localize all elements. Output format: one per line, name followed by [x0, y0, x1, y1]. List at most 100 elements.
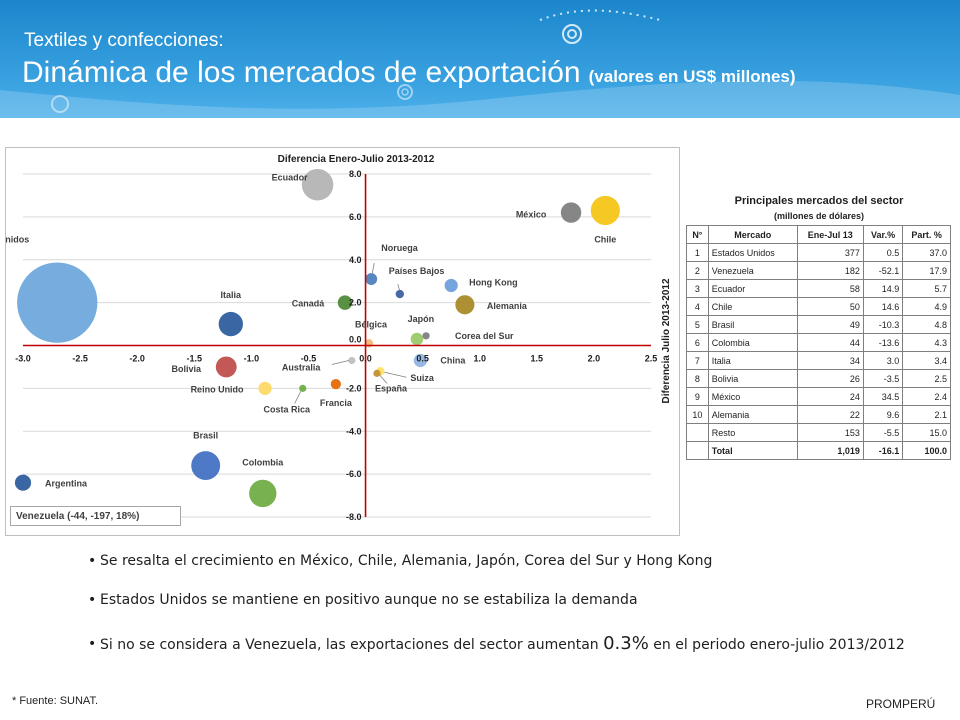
y-tick-label: 2.0: [349, 298, 362, 308]
table-cell: 17.9: [902, 261, 951, 280]
table-cell: 26: [796, 369, 864, 388]
table-cell: 7: [686, 351, 709, 370]
table-row: 8 Bolivia 26 -3.5 2.5: [686, 369, 951, 388]
table-row: 2 Venezuela 182 -52.1 17.9: [686, 261, 951, 280]
table-cell: Venezuela: [707, 261, 798, 280]
bullet-text: en el periodo enero-julio 2013/2012: [648, 637, 905, 653]
bubble-label: Colombia: [242, 457, 284, 467]
bubble-canad-: [337, 295, 353, 310]
table-row: 1 Estados Unidos 377 0.5 37.0: [686, 243, 951, 262]
bubble-label: España: [375, 383, 408, 393]
y-tick-label: 6.0: [349, 212, 362, 222]
y-axis-label: Diferencia Julio 2013-2012: [661, 278, 672, 404]
table-cell: Bolivia: [707, 369, 798, 388]
table-cell: 2.5: [902, 369, 951, 388]
page-subtitle: Textiles y confecciones:: [24, 30, 224, 51]
bubble-label: Noruega: [381, 243, 419, 253]
table-cell: 1,019: [796, 441, 864, 460]
bubble-label: Argentina: [45, 479, 88, 489]
table-cell: 5: [686, 315, 709, 334]
y-tick-label: 8.0: [349, 169, 362, 179]
table-row: 7 Italia 34 3.0 3.4: [686, 351, 951, 370]
table-cell: 9: [686, 387, 709, 406]
bubble-label: Suiza: [410, 373, 435, 383]
x-tick-label: -3.0: [15, 354, 31, 364]
bubble-label: Bélgica: [355, 319, 388, 329]
bubble-alemania: [455, 295, 475, 315]
table-cell: 10: [686, 405, 709, 424]
bubble-corea-del-sur: [422, 332, 430, 340]
markets-table-panel: Principales mercados del sector (millone…: [686, 195, 952, 460]
table-cell: -13.6: [862, 333, 904, 352]
x-tick-label: -1.0: [244, 354, 260, 364]
table-row-resto: Resto 153 -5.5 15.0: [686, 423, 951, 442]
header-cell: Part. %: [902, 225, 951, 244]
table-cell: 182: [796, 261, 864, 280]
bubble-china: [413, 353, 427, 368]
table-cell: 14.6: [862, 297, 904, 316]
x-tick-label: -0.5: [301, 354, 317, 364]
leader-line: [384, 371, 407, 378]
bullet-item: Estados Unidos se mantiene en positivo a…: [88, 592, 638, 608]
bubble-label: México: [516, 210, 547, 220]
x-tick-label: -2.5: [72, 354, 88, 364]
bubble-italia: [218, 311, 243, 337]
page-title-text: Dinámica de los mercados de exportación: [22, 56, 581, 89]
bubble-australia: [348, 356, 356, 365]
table-row: 5 Brasil 49 -10.3 4.8: [686, 315, 951, 334]
bubble-bolivia: [215, 356, 237, 378]
y-tick-label: -4.0: [346, 426, 362, 436]
table-cell: 377: [796, 243, 864, 262]
table-cell: Colombia: [707, 333, 798, 352]
x-tick-label: -1.5: [187, 354, 203, 364]
bubble-label: Bolivia: [171, 364, 202, 374]
y-tick-label: 4.0: [349, 255, 362, 265]
table-cell: Alemania: [707, 405, 798, 424]
table-cell: 4: [686, 297, 709, 316]
brand-label: PROMPERÚ: [866, 697, 936, 711]
bubble-pa-ses-bajos: [395, 289, 404, 299]
bubble-chile: [590, 195, 620, 226]
table-cell: Resto: [707, 423, 798, 442]
table-cell: Italia: [707, 351, 798, 370]
bubble-label: Canadá: [292, 299, 326, 309]
bubble-jap-n: [410, 332, 424, 346]
bullet-item: Si no se considera a Venezuela, las expo…: [88, 633, 920, 656]
bubble-ecuador: [301, 168, 334, 201]
bubble-reino-unido: [258, 381, 272, 395]
y-tick-label: 0.0: [349, 335, 362, 345]
bubble-francia: [330, 378, 341, 390]
bubble-label: Japón: [408, 314, 435, 324]
table-row: 10 Alemania 22 9.6 2.1: [686, 405, 951, 424]
table-cell: 14.9: [862, 279, 904, 298]
table-cell: 50: [796, 297, 864, 316]
x-tick-label: 0.5: [416, 354, 429, 364]
bubble-label: Australia: [282, 363, 322, 373]
table-row: 3 Ecuador 58 14.9 5.7: [686, 279, 951, 298]
table-subtitle: (millones de dólares): [773, 211, 865, 221]
x-tick-label: 2.5: [645, 354, 658, 364]
bubble-colombia: [249, 479, 277, 508]
y-tick-label: -6.0: [346, 469, 362, 479]
x-tick-label: -2.0: [129, 354, 145, 364]
table-row-total: Total 1,019 -16.1 100.0: [686, 441, 951, 460]
table-cell: 4.8: [902, 315, 951, 334]
table-cell: 2.4: [902, 387, 951, 406]
table-cell: 3.0: [862, 351, 904, 370]
bubble-brasil: [191, 451, 221, 481]
table-cell: 44: [796, 333, 864, 352]
bubble-label: Alemania: [487, 301, 528, 311]
header-cell: Ene-Jul 13: [796, 225, 864, 244]
leader-line: [397, 283, 401, 292]
table-cell: -52.1: [862, 261, 904, 280]
bubble-m-xico: [560, 202, 582, 223]
table-title: Principales mercados del sector: [734, 195, 904, 207]
bubble-label: Chile: [594, 234, 616, 244]
table-cell: 58: [796, 279, 864, 298]
table-cell: Total: [707, 441, 798, 460]
table-cell: 8: [686, 369, 709, 388]
bullet-highlight-value: 0.3%: [603, 633, 649, 654]
bubble-chart: Diferencia Enero-Julio 2013-2012 -3.0 -2.…: [5, 147, 680, 536]
y-tick-label: -8.0: [346, 512, 362, 522]
bubble-espa-a: [373, 369, 381, 377]
